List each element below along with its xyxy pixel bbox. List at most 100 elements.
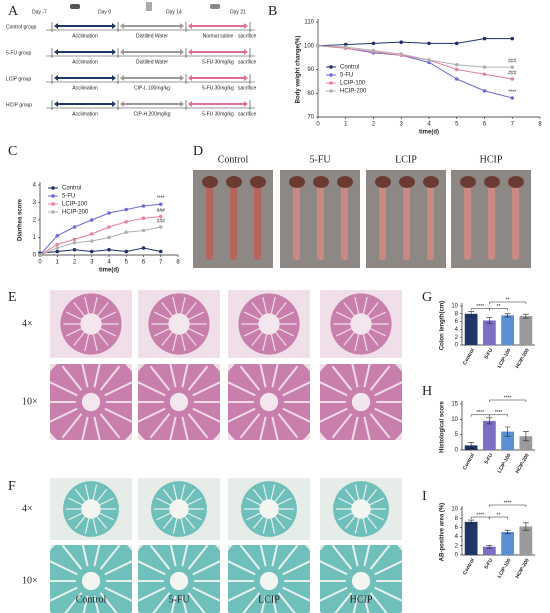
fold [96, 330, 109, 346]
fold [369, 545, 391, 570]
day-label: Day 21 [230, 9, 246, 15]
lumen [81, 499, 101, 519]
fold [68, 497, 84, 506]
cecum [375, 176, 391, 188]
annotation: **** [504, 500, 512, 506]
micrograph-cell [228, 478, 310, 540]
micrograph-cell [50, 364, 132, 440]
lumen [259, 571, 279, 591]
x-tick-label: 1 [344, 122, 348, 128]
error-bar [522, 522, 529, 531]
point [107, 235, 111, 240]
fold [95, 515, 108, 530]
fold [187, 327, 205, 337]
fold [180, 484, 186, 501]
point [482, 89, 487, 93]
micrograph-cell [228, 290, 310, 358]
step-label: Distilled Water [136, 59, 168, 65]
y-tick-label: 0 [455, 448, 459, 454]
annotation: **** [504, 395, 512, 401]
fold [84, 297, 90, 316]
point [427, 41, 431, 46]
x-tick-label: 8 [176, 260, 180, 266]
fold [331, 365, 353, 391]
fold [362, 297, 368, 316]
colon [317, 176, 324, 260]
x-tick-label: 7 [159, 260, 163, 266]
fold [99, 311, 117, 321]
point [454, 77, 459, 81]
fold [93, 364, 101, 388]
fold [271, 545, 279, 567]
fold [374, 381, 402, 397]
lumen [81, 571, 101, 591]
error-bar [468, 442, 475, 449]
y-tick-label: 90 [307, 67, 314, 73]
fold [369, 365, 391, 391]
fold [172, 484, 178, 501]
y-axis-label: Diarrhea score [18, 198, 24, 241]
fold [95, 488, 108, 503]
fold [246, 512, 262, 521]
fold [351, 545, 359, 567]
x-axis-label: time(d) [419, 130, 439, 136]
y-tick-label: 70 [307, 115, 314, 121]
fold [363, 545, 371, 567]
fold [338, 497, 354, 506]
fold [149, 545, 171, 570]
y-tick-label: 2 [33, 218, 37, 224]
bar [482, 546, 496, 555]
legend-label: 5-FU [340, 73, 353, 79]
y-tick-label: 8 [455, 311, 459, 317]
point [454, 67, 459, 72]
y-tick-label: 80 [307, 91, 314, 97]
y-tick-label: 2 [455, 335, 459, 341]
series-line [317, 45, 513, 80]
point [427, 58, 431, 62]
fold [259, 364, 267, 388]
fold [277, 327, 295, 337]
error-bar [468, 311, 475, 317]
fold [282, 407, 310, 423]
fold [335, 311, 353, 321]
fold [243, 327, 261, 337]
micrograph-cell [50, 545, 132, 613]
column-label: HCIP [480, 154, 503, 165]
x-tick-label: 8 [538, 122, 542, 128]
legend-marker [51, 186, 55, 190]
step-label: Normal saline [203, 33, 234, 39]
fold [270, 517, 276, 534]
y-axis-label: Histological score [440, 400, 446, 452]
y-tick-label: 110 [304, 20, 314, 26]
fold [344, 488, 357, 503]
fold [65, 311, 83, 321]
x-tick-label: 4 [427, 122, 431, 128]
fold [320, 560, 348, 576]
point [107, 225, 111, 229]
x-tick-label: HCIP-200 [515, 452, 531, 474]
error-bar [486, 545, 493, 549]
fold [338, 512, 354, 521]
fold [374, 586, 402, 602]
x-tick-label: 2 [73, 260, 77, 266]
fold [65, 327, 83, 337]
x-tick-label: 0 [316, 122, 320, 128]
fold [180, 297, 186, 316]
x-tick-label: 5-FU [483, 557, 494, 570]
x-tick-label: 6 [483, 122, 487, 128]
y-axis-label: Colon length(cm) [440, 301, 446, 350]
day-label: Day 14 [166, 9, 182, 15]
lumen [351, 571, 371, 591]
mouse-icon [210, 4, 220, 9]
fold [192, 586, 220, 602]
x-tick-label: Control [462, 347, 476, 366]
bar [519, 526, 533, 555]
point [124, 207, 129, 212]
point [124, 230, 129, 235]
fold [239, 365, 261, 391]
fold [184, 302, 197, 318]
fold [262, 517, 268, 534]
micrograph-cell [228, 364, 310, 440]
sig-bracket [489, 504, 527, 507]
